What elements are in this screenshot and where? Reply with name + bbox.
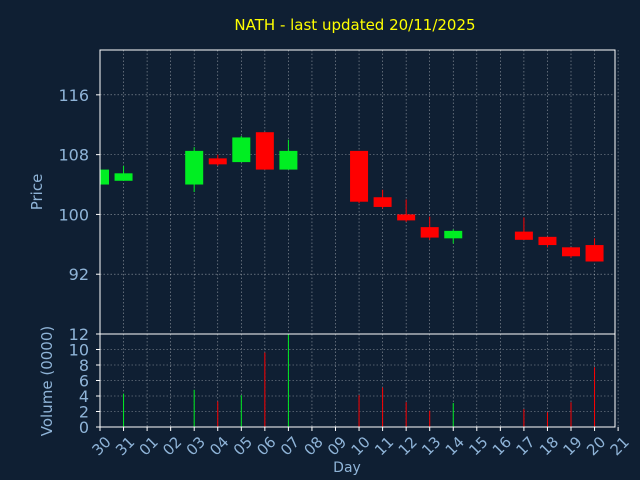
x-tick-label: 17	[512, 433, 538, 459]
volume-bars	[123, 334, 596, 427]
x-tick-label: 06	[253, 433, 279, 459]
x-tick-label: 03	[183, 433, 209, 459]
candle-body	[232, 137, 251, 163]
price-y-tick-label: 100	[58, 205, 89, 224]
candle-body	[350, 150, 369, 202]
price-y-tick-label: 116	[58, 86, 89, 105]
x-tick-label: 09	[324, 433, 350, 459]
candle-body	[538, 236, 557, 246]
price-axis-label: Price	[28, 174, 46, 211]
candle-body	[420, 227, 439, 238]
candle-body	[279, 150, 298, 170]
x-tick-label: 16	[489, 433, 515, 459]
candle-body	[397, 214, 416, 221]
candle-body	[373, 197, 392, 207]
volume-y-tick-label: 4	[79, 387, 89, 406]
candle-body	[208, 158, 227, 165]
volume-y-tick-label: 2	[79, 403, 89, 422]
volume-y-tick-label: 6	[79, 372, 89, 391]
x-tick-label: 30	[89, 433, 115, 459]
x-tick-label: 08	[300, 433, 326, 459]
price-y-ticks: 92 100 108 116	[58, 86, 100, 284]
chart-title: NATH - last updated 20/11/2025	[234, 16, 475, 34]
candle-body	[585, 245, 604, 262]
x-tick-label: 14	[442, 433, 468, 459]
x-tick-label: 15	[465, 433, 491, 459]
x-tick-label: 01	[136, 433, 162, 459]
candle-body	[100, 169, 109, 185]
price-y-tick-label: 92	[69, 265, 89, 284]
candle-body	[255, 132, 274, 170]
x-tick-label: 04	[206, 433, 232, 459]
x-ticks: 3031010203040506070809101112131415161718…	[89, 427, 633, 459]
x-tick-label: 18	[536, 433, 562, 459]
candle-body	[562, 247, 580, 257]
price-y-tick-label: 108	[58, 146, 89, 165]
volume-y-tick-label: 12	[69, 325, 89, 344]
x-tick-label: 05	[230, 433, 256, 459]
candle-body	[114, 173, 133, 181]
x-axis-label: Day	[333, 460, 361, 476]
x-tick-label: 19	[560, 433, 586, 459]
x-tick-label: 02	[159, 433, 185, 459]
x-tick-label: 31	[112, 433, 138, 459]
x-tick-label: 11	[371, 433, 397, 459]
candle-body	[514, 231, 533, 240]
x-tick-label: 07	[277, 433, 303, 459]
x-tick-label: 10	[348, 433, 374, 459]
volume-axis-label: Volume (0000)	[38, 326, 56, 436]
x-tick-label: 21	[607, 433, 633, 459]
candle-body	[185, 150, 204, 185]
volume-y-tick-label: 8	[79, 356, 89, 375]
volume-y-tick-label: 10	[69, 341, 89, 360]
price-candles	[100, 132, 604, 262]
x-tick-label: 13	[418, 433, 444, 459]
volume-y-tick-label: 0	[79, 418, 89, 437]
x-tick-label: 12	[395, 433, 421, 459]
candle-body	[444, 230, 463, 239]
x-tick-label: 20	[583, 433, 609, 459]
